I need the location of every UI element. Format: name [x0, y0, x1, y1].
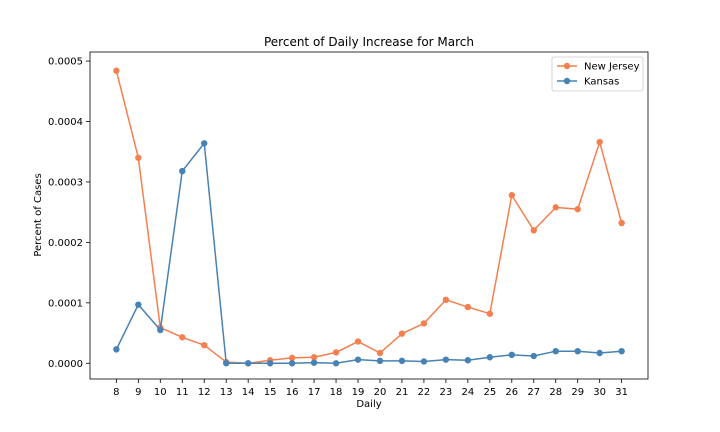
data-point-kansas	[266, 360, 274, 367]
chart-title: Percent of Daily Increase for March	[264, 35, 474, 49]
y-tick-label: 0.0001	[48, 298, 83, 309]
legend-item-kansas: Kansas	[557, 77, 619, 88]
data-point-kansas	[574, 347, 581, 355]
series-kansas	[113, 140, 625, 367]
x-axis-label: Daily	[356, 399, 381, 410]
data-point-kansas	[530, 352, 537, 360]
data-point-new-jersey	[288, 354, 296, 362]
x-tick-label: 12	[198, 387, 211, 398]
x-tick-label: 24	[461, 387, 474, 398]
y-tick-label: 0.0005	[48, 57, 83, 68]
x-tick-label: 26	[505, 387, 518, 398]
legend: New Jersey Kansas	[551, 56, 644, 92]
series-line-new-jersey	[115, 70, 623, 365]
plot-frame	[89, 51, 649, 380]
data-point-kansas	[552, 347, 559, 355]
x-tick-label: 30	[593, 387, 606, 398]
x-tick-label: 25	[483, 387, 496, 398]
data-point-kansas	[442, 356, 450, 363]
data-point-kansas	[508, 351, 515, 359]
data-point-new-jersey	[376, 349, 384, 357]
x-tick-label: 9	[135, 387, 141, 398]
x-tick-label: 17	[308, 387, 321, 398]
y-axis: 0.0000 0.0001 0.0002 0.0003 0.0004 0.0005	[48, 57, 90, 370]
data-point-kansas	[288, 360, 296, 367]
x-tick-label: 29	[571, 387, 584, 398]
x-tick-label: 27	[527, 387, 540, 398]
y-tick-label: 0.0002	[48, 238, 83, 249]
data-point-new-jersey	[596, 138, 603, 146]
x-tick-label: 16	[286, 387, 299, 398]
series-new-jersey	[113, 67, 625, 367]
x-tick-label: 14	[242, 387, 255, 398]
data-point-kansas	[201, 140, 208, 147]
data-point-new-jersey	[574, 205, 581, 213]
data-point-new-jersey	[354, 338, 362, 345]
data-point-kansas	[310, 359, 318, 366]
y-axis-label: Percent of Cases	[33, 173, 44, 256]
data-point-kansas	[464, 357, 472, 364]
data-point-kansas	[113, 346, 120, 353]
data-point-new-jersey	[135, 154, 142, 161]
x-tick-label: 28	[549, 387, 562, 398]
data-point-kansas	[157, 326, 164, 334]
data-point-new-jersey	[113, 67, 120, 74]
data-point-new-jersey	[179, 334, 186, 341]
data-point-new-jersey	[508, 192, 515, 199]
data-point-kansas	[486, 354, 494, 361]
data-point-new-jersey	[552, 204, 559, 211]
x-tick-label: 31	[615, 387, 628, 398]
legend-swatch-marker	[563, 77, 571, 85]
data-point-new-jersey	[398, 330, 406, 337]
y-tick-label: 0.0004	[48, 117, 83, 128]
y-tick-label: 0.0000	[48, 359, 83, 370]
data-point-new-jersey	[530, 227, 537, 234]
x-tick-label: 13	[220, 387, 233, 398]
series-line-kansas	[115, 141, 622, 365]
data-point-kansas	[618, 347, 625, 355]
legend-item-new-jersey: New Jersey	[557, 62, 640, 73]
y-tick-label: 0.0003	[48, 177, 83, 188]
data-point-kansas	[179, 167, 186, 175]
data-point-new-jersey	[310, 354, 318, 361]
data-point-kansas	[376, 357, 384, 365]
legend-swatch-marker	[563, 62, 571, 70]
x-tick-label: 19	[352, 387, 365, 398]
x-tick-label: 18	[330, 387, 343, 398]
data-point-kansas	[332, 360, 340, 367]
data-point-new-jersey	[420, 320, 428, 327]
x-tick-label: 15	[264, 387, 277, 398]
legend-label: New Jersey	[584, 62, 640, 73]
data-point-kansas	[596, 349, 603, 357]
x-tick-label: 21	[396, 387, 409, 398]
data-point-kansas	[420, 358, 428, 365]
x-tick-label: 8	[113, 387, 119, 398]
data-point-new-jersey	[442, 296, 450, 304]
data-point-kansas	[354, 356, 362, 363]
data-point-kansas	[223, 360, 230, 367]
data-point-kansas	[244, 360, 252, 367]
data-point-kansas	[398, 357, 406, 365]
data-point-new-jersey	[486, 310, 494, 317]
data-point-new-jersey	[201, 341, 208, 349]
data-point-new-jersey	[618, 219, 625, 227]
x-tick-label: 11	[176, 387, 189, 398]
series-layer	[113, 67, 625, 367]
x-tick-label: 10	[154, 387, 167, 398]
x-tick-label: 20	[374, 387, 387, 398]
data-point-new-jersey	[464, 303, 472, 311]
x-tick-label: 23	[440, 387, 453, 398]
x-tick-label: 22	[418, 387, 431, 398]
x-axis: 8 9 10 11 12 13 14 15 16 17 18 19 20 21 22 23 24 25 26 27 28…	[113, 379, 628, 398]
legend-label: Kansas	[584, 77, 619, 88]
data-point-new-jersey	[332, 349, 340, 356]
data-point-kansas	[135, 301, 142, 308]
